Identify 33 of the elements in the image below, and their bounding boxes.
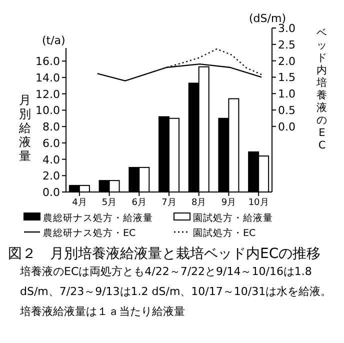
- y-tick-label: 8.0: [42, 120, 60, 134]
- y2-tick-label: 2.0: [278, 54, 296, 68]
- y2-tick-label: 1.0: [278, 88, 296, 101]
- x-tick-label: 8月: [191, 198, 206, 208]
- y-tick-label: 10.0: [36, 104, 60, 118]
- y-axis-title: 月別給液量: [18, 93, 31, 163]
- y-tick-label: 6.0: [42, 136, 60, 150]
- legend-label: 農総研ナス処方・給液量: [43, 212, 153, 224]
- legend-label: 農総研ナス処方・EC: [43, 227, 136, 239]
- text: (dS/m): [249, 12, 286, 25]
- text: 培養液のECは両処方とも4/22～7/22と9/14～10/16は1.8 dS/m、7/23～9/13は1.2 dS/m、10/17～10/31は水を給液。培養液給液量は１ａ当たり給液量: [20, 264, 333, 320]
- y2-tick-label: 1.5: [278, 71, 296, 84]
- y2-tick-label: 3.0: [278, 22, 296, 35]
- x-tick-label: 10月: [248, 198, 269, 208]
- y2-tick-label: 0.0: [278, 120, 296, 134]
- legend-label: 園試処方・EC: [193, 227, 256, 239]
- y-tick-label: 4.0: [42, 153, 60, 166]
- x-tick-label: 7月: [162, 198, 176, 208]
- text: (t/a): [42, 34, 66, 47]
- y-tick-label: 14.0: [36, 71, 60, 84]
- y-tick-label: 2.0: [42, 170, 60, 183]
- y-tick-label: 0.0: [42, 186, 60, 199]
- y2-tick-label: 0.5: [278, 104, 296, 117]
- x-tick-label: 5月: [102, 198, 117, 208]
- x-tick-label: 9月: [221, 198, 236, 208]
- y2-tick-label: 2.5: [278, 38, 296, 52]
- legend-label: 園試処方・給液量: [193, 212, 273, 224]
- text: ベッド内培養液のEC: [316, 27, 328, 152]
- text: 図２ 月別培養液給液量と栽培ベッド内ECの推移: [8, 246, 321, 262]
- y-tick-label: 12.0: [36, 88, 60, 101]
- x-tick-label: 6月: [132, 198, 147, 208]
- x-tick-label: 4月: [72, 198, 87, 208]
- y-tick-label: 16.0: [36, 55, 60, 68]
